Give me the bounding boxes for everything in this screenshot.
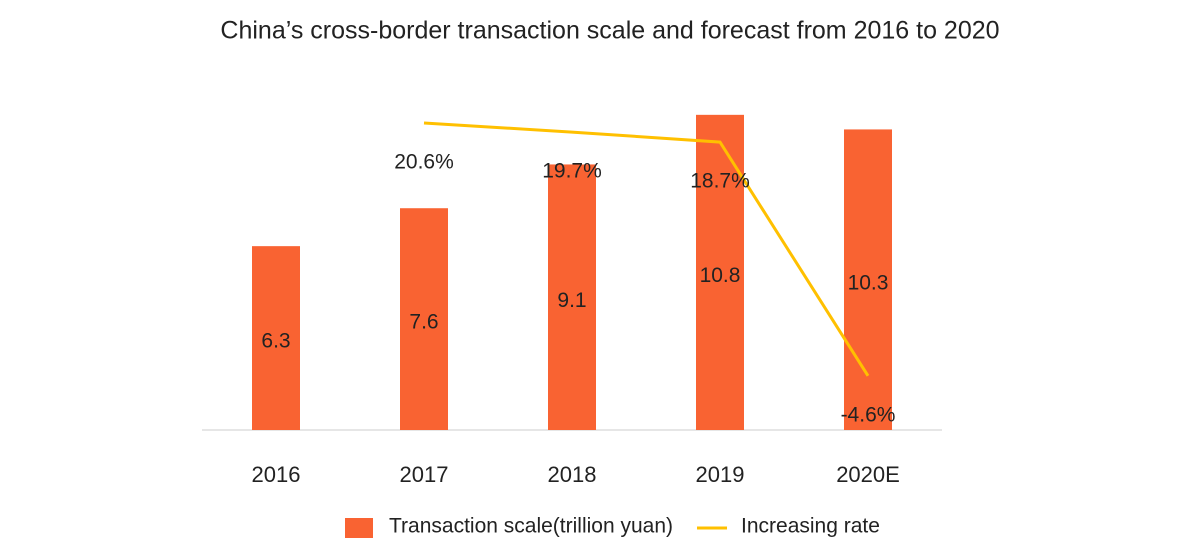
x-tick-label: 2016 xyxy=(252,462,301,487)
x-tick-label: 2018 xyxy=(548,462,597,487)
line xyxy=(423,121,870,377)
bar xyxy=(548,164,596,431)
x-tick-label: 2017 xyxy=(400,462,449,487)
legend-label: Transaction scale(trillion yuan) xyxy=(389,515,673,538)
data-label: 9.1 xyxy=(557,289,586,312)
data-label: 6.3 xyxy=(261,330,290,353)
x-tick-label: 2020E xyxy=(836,462,900,487)
data-label: 10.8 xyxy=(700,264,741,287)
data-label: 19.7% xyxy=(542,160,602,183)
data-label: -4.6% xyxy=(841,403,896,426)
x-tick-label: 2019 xyxy=(696,462,745,487)
chart-title: China’s cross-border transaction scale a… xyxy=(220,17,999,45)
data-label: 7.6 xyxy=(409,311,438,334)
legend-swatch xyxy=(345,518,373,538)
bar xyxy=(252,246,300,430)
data-label: 10.3 xyxy=(848,271,889,294)
bar xyxy=(844,129,892,430)
legend-label: Increasing rate xyxy=(741,515,880,538)
data-label: 18.7% xyxy=(690,170,750,193)
bar xyxy=(400,208,448,430)
data-label: 20.6% xyxy=(394,151,454,174)
